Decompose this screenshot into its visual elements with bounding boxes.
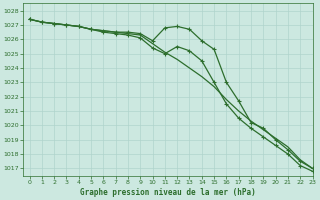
X-axis label: Graphe pression niveau de la mer (hPa): Graphe pression niveau de la mer (hPa) (80, 188, 256, 197)
